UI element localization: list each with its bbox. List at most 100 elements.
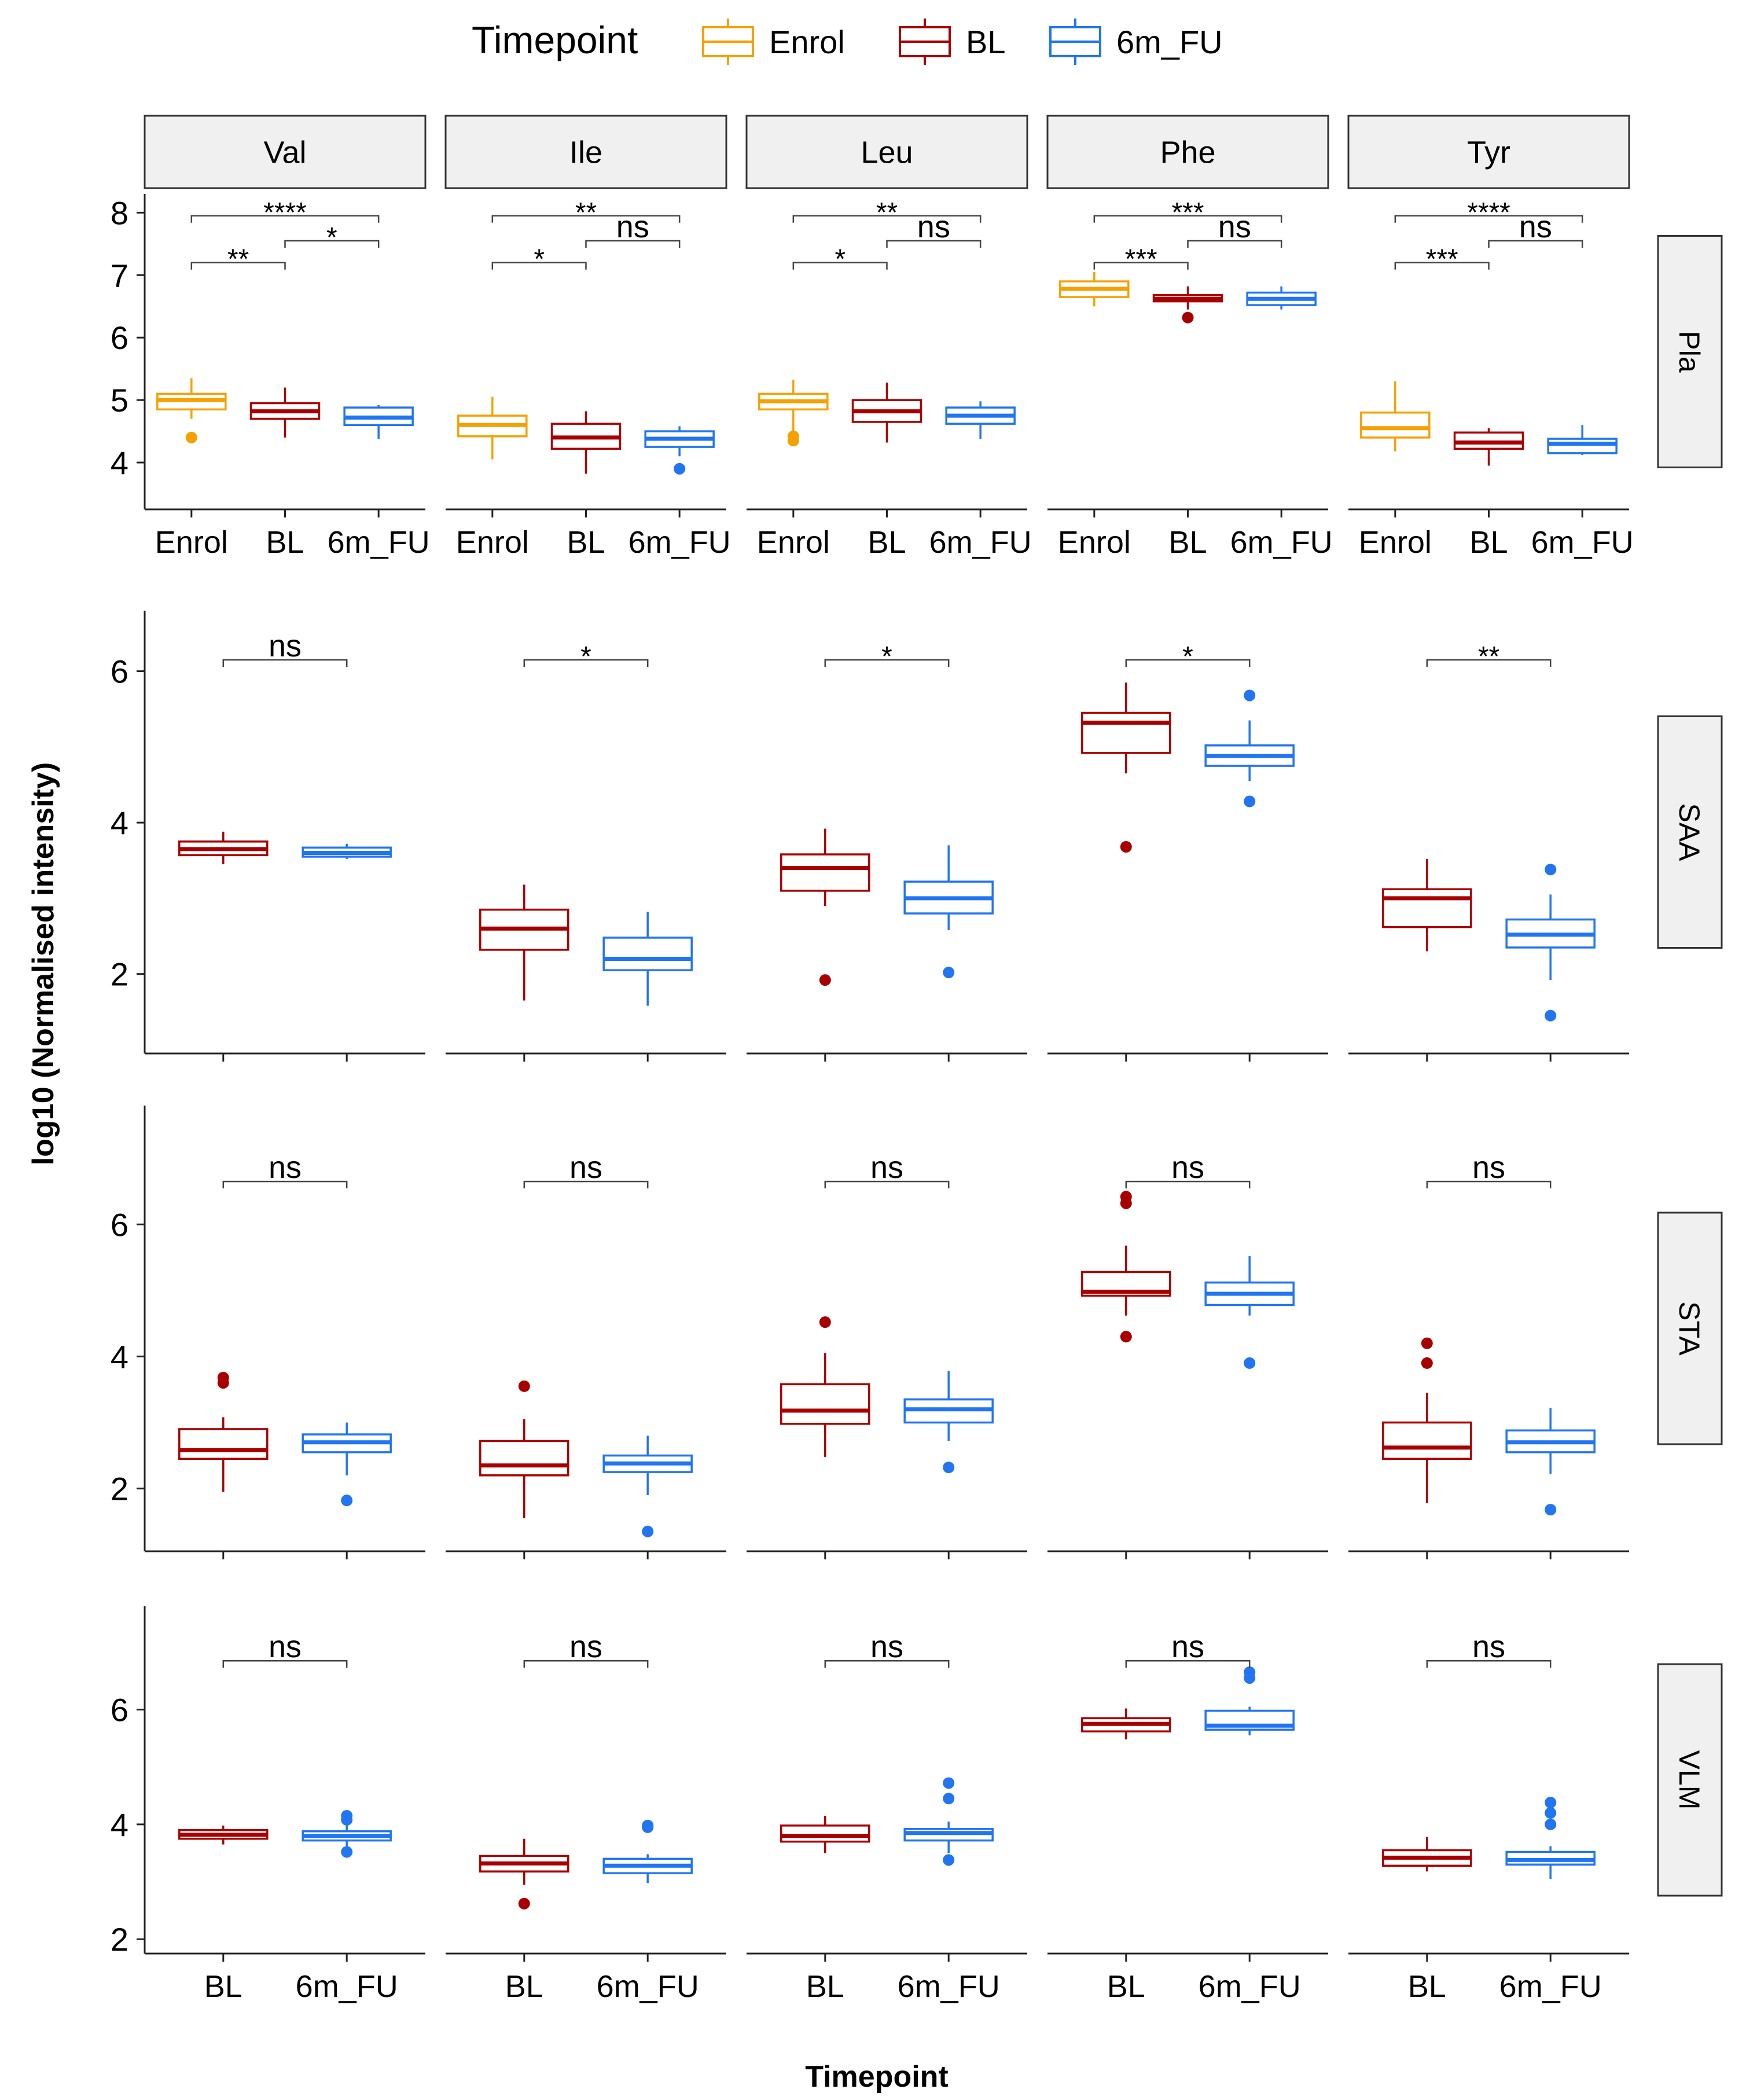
significance-bracket: ns: [1426, 1629, 1552, 1668]
x-tick-label-6m-fu: 6m_FU: [296, 1969, 398, 2004]
facet-strip-label-tyr: Tyr: [1467, 135, 1510, 170]
x-tick-label-6m-fu: 6m_FU: [628, 525, 731, 560]
box-bl: [479, 1838, 569, 1910]
significance-label: ***: [1125, 244, 1157, 275]
outlier-point: [943, 1854, 955, 1866]
box-bl: [780, 828, 870, 986]
significance-label: ns: [569, 1629, 602, 1664]
bracket-line: [1426, 1660, 1552, 1668]
box-bl: [1152, 286, 1223, 324]
box-6m-fu: [602, 912, 693, 1006]
significance-bracket: ns: [1125, 1150, 1251, 1189]
box-bl: [1081, 682, 1171, 853]
bracket-line: [824, 659, 950, 667]
x-tick-label-6m-fu: 6m_FU: [328, 525, 430, 560]
y-tick-label: 6: [111, 1206, 128, 1243]
box-bl: [178, 1371, 269, 1492]
x-tick-label-enrol: Enrol: [1058, 525, 1131, 560]
significance-label: ns: [870, 1629, 903, 1664]
significance-bracket: ns: [1426, 1150, 1552, 1189]
box-iqr: [1382, 1421, 1472, 1460]
box-bl: [178, 831, 269, 865]
significance-label: *: [326, 222, 337, 253]
x-tick-label-enrol: Enrol: [456, 525, 529, 560]
significance-label: ns: [616, 210, 649, 244]
bracket-line: [222, 1180, 348, 1189]
box-iqr: [178, 1428, 269, 1460]
bracket-line: [190, 215, 380, 223]
x-tick-label-bl: BL: [567, 525, 605, 560]
box-bl: [780, 1815, 870, 1853]
outlier-point: [341, 1813, 353, 1826]
y-tick-label: 2: [111, 1471, 128, 1507]
box-enrol: [457, 396, 528, 460]
bracket-line: [1125, 1660, 1251, 1668]
legend-item-enrol: Enrol: [702, 19, 845, 65]
x-tick-label-6m-fu: 6m_FU: [1499, 1969, 1602, 2004]
legend: Timepoint Enrol BL 6m_FU: [472, 19, 1223, 65]
panel-saa-tyr: **: [1348, 641, 1629, 1062]
panel-pla-ile: Enrol BL 6m_FU * ns **: [446, 197, 731, 560]
outlier-point: [1120, 1331, 1132, 1343]
facet-strip-ile: [444, 115, 727, 189]
significance-label: ns: [1171, 1629, 1204, 1664]
outlier-point: [518, 1380, 530, 1392]
significance-label: *: [881, 641, 892, 672]
significance-label: ns: [569, 1150, 602, 1185]
box-iqr: [780, 853, 870, 892]
significance-bracket: *: [284, 222, 380, 253]
row-strip-saa: [1657, 715, 1723, 949]
box-enrol: [1360, 381, 1431, 451]
bracket-line: [886, 240, 982, 248]
x-axis-label: Timepoint: [805, 2060, 948, 2094]
panel-saa-val: 2 4 6 ns: [111, 611, 425, 1062]
box-6m-fu: [1204, 1256, 1295, 1369]
y-tick-label: 8: [111, 194, 128, 231]
row-strip-label-vlm: VLM: [1673, 1750, 1705, 1810]
bracket-line: [1093, 262, 1189, 270]
outlier-point: [1244, 689, 1256, 702]
box-6m-fu: [644, 426, 715, 475]
y-tick-label: 5: [111, 382, 128, 418]
significance-label: ns: [1472, 1150, 1505, 1185]
significance-bracket: **: [1426, 641, 1552, 672]
bracket-line: [1093, 215, 1282, 223]
bracket-line: [1488, 240, 1583, 248]
bracket-line: [792, 262, 888, 270]
box-iqr: [780, 1383, 870, 1425]
bracket-line: [1426, 1180, 1552, 1189]
outlier-point: [1545, 1818, 1557, 1830]
panel-vlm-tyr: BL 6m_FU ns: [1348, 1629, 1629, 2004]
legend-title: Timepoint: [472, 19, 638, 61]
x-tick-label-bl: BL: [266, 525, 304, 560]
box-6m-fu: [1246, 286, 1317, 310]
x-tick-label-bl: BL: [505, 1969, 543, 2004]
bracket-line: [190, 262, 286, 270]
outlier-point: [1244, 795, 1256, 807]
box-iqr: [1547, 438, 1618, 454]
significance-label: ns: [1519, 210, 1552, 244]
significance-bracket: ns: [222, 629, 348, 667]
significance-label: ns: [1218, 210, 1251, 244]
x-tick-label-bl: BL: [1408, 1969, 1446, 2004]
significance-bracket: *: [523, 641, 649, 672]
facet-strip-label-leu: Leu: [861, 135, 913, 170]
significance-label: ***: [1171, 197, 1204, 228]
x-tick-label-6m-fu: 6m_FU: [1531, 525, 1634, 560]
box-bl: [1382, 1837, 1472, 1872]
x-tick-label-bl: BL: [1168, 525, 1207, 560]
bracket-line: [792, 215, 982, 223]
row-strip-vlm: [1657, 1663, 1723, 1897]
row-strip-pla: [1657, 235, 1723, 468]
x-tick-label-6m-fu: 6m_FU: [1230, 525, 1333, 560]
row-strip-label-sta: STA: [1673, 1301, 1705, 1356]
significance-bracket: *: [1125, 641, 1251, 672]
significance-bracket: ****: [190, 197, 380, 228]
outlier-point: [1244, 1672, 1256, 1684]
significance-label: ns: [917, 210, 950, 244]
x-tick-label-bl: BL: [868, 525, 906, 560]
y-tick-label: 6: [111, 1692, 128, 1728]
outlier-point: [1545, 864, 1557, 876]
row-strip-label-saa: SAA: [1673, 803, 1705, 861]
